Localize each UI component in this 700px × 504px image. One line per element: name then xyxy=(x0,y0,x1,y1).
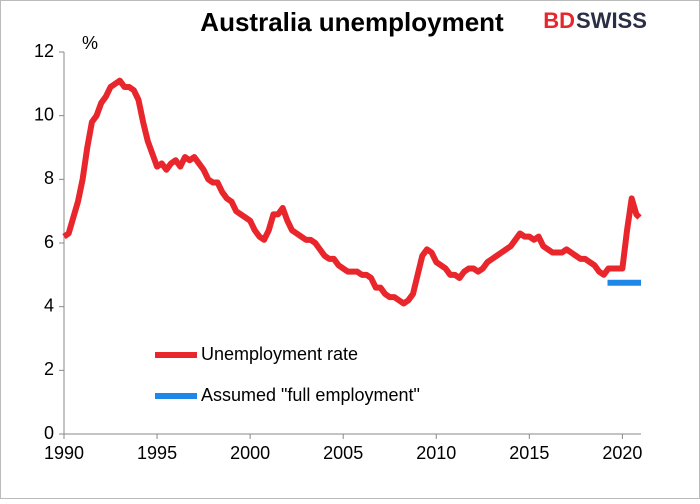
logo-part2: SWISS xyxy=(576,8,647,33)
y-tick-label: 12 xyxy=(34,41,54,61)
y-tick-label: 6 xyxy=(44,232,54,252)
y-tick-label: 2 xyxy=(44,359,54,379)
logo-part1: BD xyxy=(543,8,575,33)
y-tick-label: 10 xyxy=(34,104,54,124)
x-tick-label: 2010 xyxy=(416,443,456,463)
x-tick-label: 2015 xyxy=(509,443,549,463)
x-tick-label: 2020 xyxy=(602,443,642,463)
y-tick-label: 0 xyxy=(44,423,54,443)
series-line xyxy=(62,77,642,307)
x-tick-label: 1995 xyxy=(137,443,177,463)
y-unit-label: % xyxy=(82,33,98,53)
x-tick-label: 1990 xyxy=(44,443,84,463)
legend-label: Assumed "full employment" xyxy=(201,385,420,405)
chart-title: Australia unemployment xyxy=(200,7,504,37)
x-tick-label: 2005 xyxy=(323,443,363,463)
x-tick-label: 2000 xyxy=(230,443,270,463)
y-tick-label: 8 xyxy=(44,168,54,188)
y-tick-label: 4 xyxy=(44,295,54,315)
legend-label: Unemployment rate xyxy=(201,344,358,364)
